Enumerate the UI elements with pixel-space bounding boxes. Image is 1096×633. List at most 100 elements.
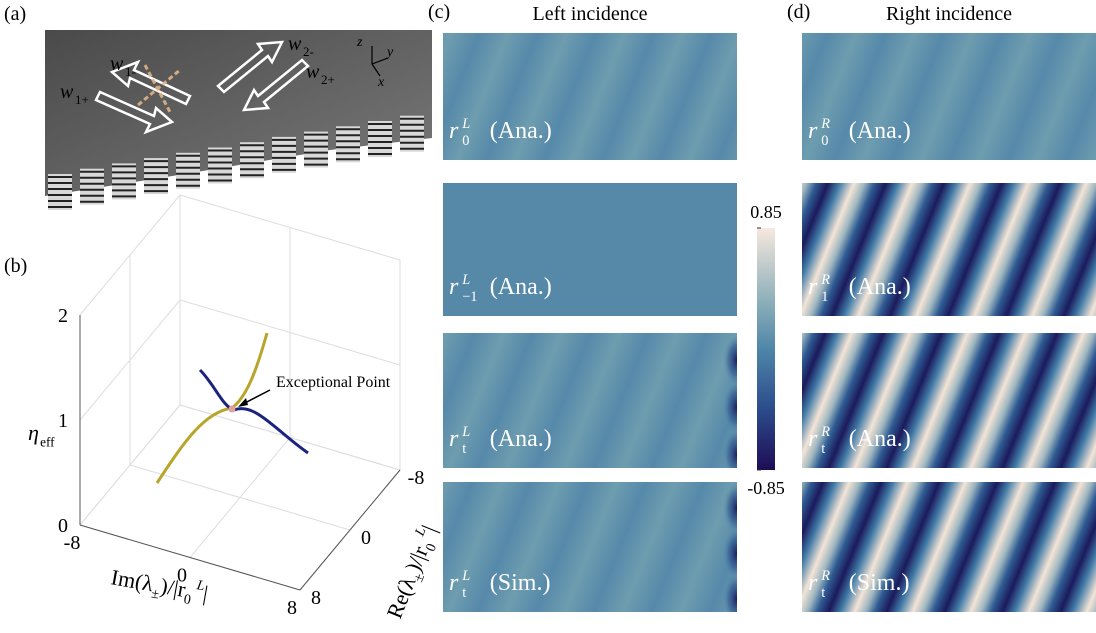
- colorbar: [757, 228, 775, 470]
- field-map: r Rt (Ana.): [802, 333, 1096, 468]
- grating-block: [208, 147, 232, 184]
- panel-title: Right incidence: [886, 3, 1012, 25]
- z-axis-label: η: [28, 420, 39, 445]
- x-axis: [79, 524, 301, 591]
- field: [802, 333, 1096, 468]
- map-label-sub: −1: [462, 289, 477, 305]
- x-tick-label: 0: [177, 565, 187, 587]
- map-label: r: [808, 426, 818, 452]
- map-label: r: [808, 118, 818, 144]
- map-label-sub: t: [821, 441, 825, 457]
- y-axis-label-part: L: [411, 525, 429, 541]
- exceptional-point: [228, 405, 236, 413]
- edge-field: [723, 381, 737, 434]
- map-label: r: [449, 570, 459, 596]
- field: [443, 482, 737, 612]
- grating-block: [48, 174, 72, 210]
- grid-line: [79, 404, 181, 526]
- grid-line: [79, 194, 181, 316]
- map-label-sup: L: [461, 568, 470, 584]
- grid-line: [179, 299, 401, 366]
- map-label-sup: R: [820, 272, 830, 288]
- grating-block: [368, 121, 392, 157]
- branch-curve: [155, 332, 269, 484]
- map-label-sup: R: [820, 116, 830, 132]
- edge-field: [723, 428, 737, 468]
- field: [802, 183, 1096, 316]
- field: [802, 33, 1096, 160]
- map-label-sup: L: [461, 116, 470, 132]
- wave-label: w: [288, 33, 302, 55]
- y-tick-label: 0: [361, 527, 371, 549]
- grating-block: [112, 163, 136, 200]
- x-axis-label-part: |: [201, 581, 210, 606]
- wave-label-sub: 2-: [303, 44, 314, 59]
- map-label-note: (Ana.): [490, 274, 552, 300]
- field: [443, 33, 737, 160]
- axis-x: x: [377, 75, 385, 90]
- field-map: r R0 (Ana.): [802, 33, 1096, 160]
- metasurface: [45, 30, 432, 196]
- map-label-sub: t: [821, 585, 825, 601]
- map-label-note: (Ana.): [849, 274, 911, 300]
- edge-field: [723, 573, 737, 612]
- wave-label-sub: 2+: [321, 72, 335, 87]
- edge-field: [723, 527, 737, 580]
- edge-field: [723, 482, 737, 534]
- map-label-note: (Ana.): [490, 118, 552, 144]
- y-tick-label: 8: [311, 587, 321, 609]
- colorbar-tick-label: 0.85: [750, 202, 782, 222]
- z-tick-label: 1: [58, 410, 68, 432]
- grating-block: [272, 136, 296, 173]
- map-label-sub: t: [462, 585, 466, 601]
- axis-z: z: [356, 35, 363, 50]
- map-label-sub: 0: [462, 133, 469, 149]
- field-map: r Lt (Ana.): [443, 333, 737, 468]
- grating-block: [240, 142, 264, 179]
- panel-title: Left incidence: [533, 3, 648, 25]
- grating-block: [80, 168, 104, 205]
- grating: [48, 115, 424, 210]
- map-label-sub: 1: [821, 289, 828, 305]
- y-tick-label: -8: [408, 467, 425, 489]
- grid-line: [179, 194, 401, 261]
- x-axis-label: Im(λ±)/|r0 L|: [108, 563, 210, 611]
- wave-arrows: [94, 40, 310, 135]
- panel-label: (c): [428, 1, 450, 23]
- wavevector-marker: [137, 64, 181, 113]
- map-label: r: [808, 274, 818, 300]
- grating-block: [176, 152, 200, 189]
- colorbar-tick-label: -0.85: [747, 478, 785, 498]
- map-label-sub: 0: [821, 133, 828, 149]
- field: [443, 333, 737, 468]
- map-label-note: (Ana.): [490, 426, 552, 452]
- field-map: r Lt (Sim.): [443, 482, 737, 612]
- z-tick-label: 2: [58, 305, 68, 327]
- wave-label-sub: 1+: [75, 92, 89, 107]
- field-map: r L−1 (Ana.): [443, 183, 737, 316]
- x-tick-label: -8: [64, 532, 81, 554]
- field-map: r Rt (Sim.): [802, 482, 1096, 612]
- field-map: r L0 (Ana.): [443, 33, 737, 160]
- annotation-arrowhead: [238, 398, 248, 407]
- y-axis: [299, 469, 401, 591]
- grid-line: [129, 464, 351, 531]
- map-label-sup: L: [461, 272, 470, 288]
- grating-block: [304, 131, 328, 168]
- map-label: r: [808, 570, 818, 596]
- map-label-note: (Ana.): [849, 118, 911, 144]
- panel-label: (d): [787, 1, 810, 23]
- y-axis-label: Re(λ±)/|r0 L|: [381, 521, 446, 623]
- map-label-sub: t: [462, 441, 466, 457]
- map-label: r: [449, 118, 459, 144]
- grid-line: [79, 299, 181, 421]
- z-axis-label-sub: eff: [40, 435, 55, 450]
- panel-label: (a): [4, 3, 26, 25]
- field: [443, 183, 737, 316]
- map-label-sup: R: [820, 568, 830, 584]
- x-axis-label-part: Im(λ: [109, 564, 155, 596]
- map-label-note: (Sim.): [849, 570, 910, 596]
- map-label-sup: R: [820, 424, 830, 440]
- map-label-sup: L: [461, 424, 470, 440]
